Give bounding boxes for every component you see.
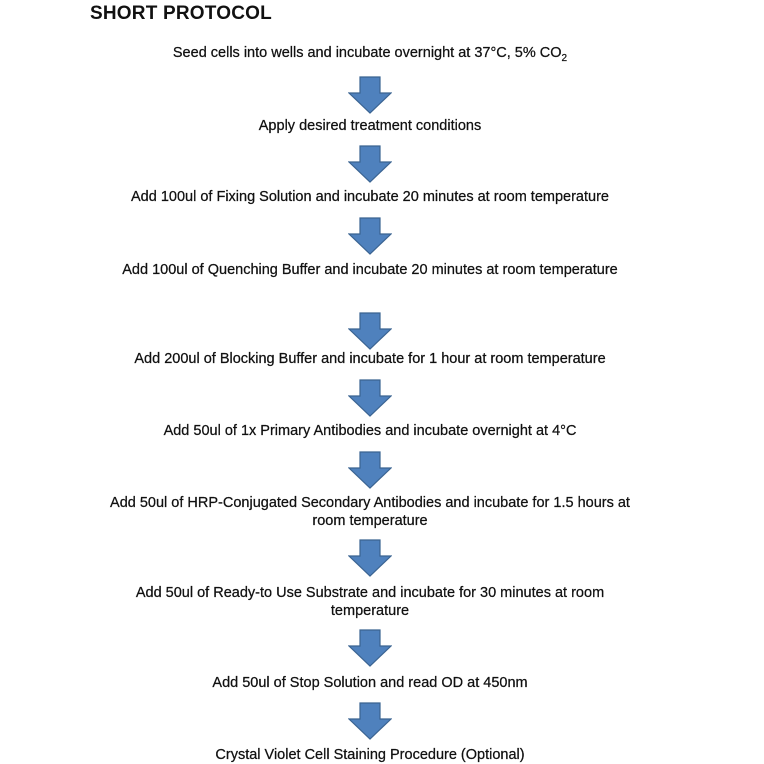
down-arrow-icon (348, 539, 392, 577)
down-arrow-icon (348, 379, 392, 417)
step-1-text: Seed cells into wells and incubate overn… (172, 45, 562, 61)
step-9: Add 50ul of Stop Solution and read OD at… (212, 675, 528, 691)
step-2: Apply desired treatment conditions (258, 118, 482, 134)
step-10: Crystal Violet Cell Staining Procedure (… (215, 747, 525, 763)
down-arrow-icon (348, 702, 392, 740)
step-7: Add 50ul of HRP-Conjugated Secondary Ant… (110, 495, 630, 529)
step-4: Add 100ul of Quenching Buffer and incuba… (122, 262, 618, 278)
down-arrow-icon (348, 629, 392, 667)
step-3: Add 100ul of Fixing Solution and incubat… (131, 189, 609, 205)
step-1: Seed cells into wells and incubate overn… (70, 44, 670, 68)
down-arrow-icon (348, 312, 392, 350)
down-arrow-icon (348, 145, 392, 183)
down-arrow-icon (348, 451, 392, 489)
diagram-title: SHORT PROTOCOL (90, 3, 272, 24)
down-arrow-icon (348, 217, 392, 255)
step-5: Add 200ul of Blocking Buffer and incubat… (134, 351, 606, 367)
down-arrow-icon (348, 76, 392, 114)
step-8: Add 50ul of Ready-to Use Substrate and i… (135, 585, 605, 619)
step-6: Add 50ul of 1x Primary Antibodies and in… (163, 423, 577, 439)
step-1-subscript: 2 (561, 52, 568, 64)
